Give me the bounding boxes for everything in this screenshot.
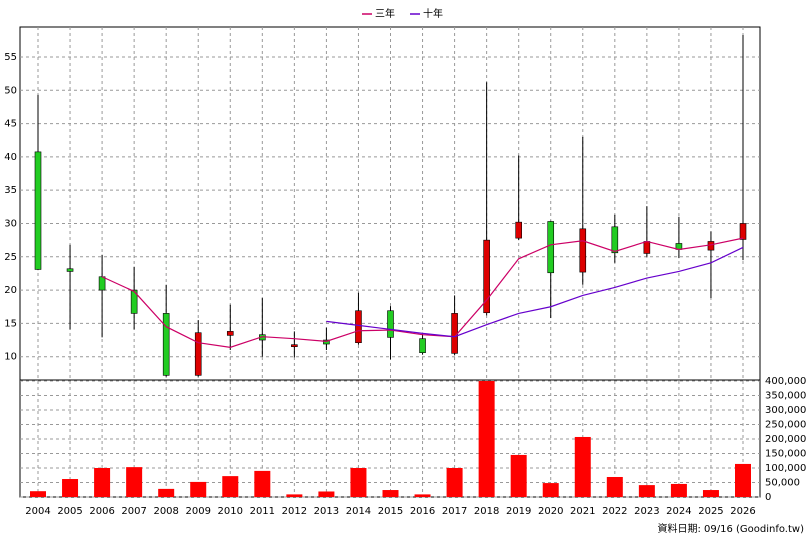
candle-body [419, 338, 426, 353]
volume-bar [222, 476, 239, 497]
volume-bar [606, 476, 623, 497]
x-tick-label: 2017 [442, 506, 467, 517]
y2-tick-label: 200,000 [765, 434, 806, 445]
candle-body [451, 313, 458, 354]
candle-body [291, 344, 298, 348]
y2-tick-label: 100,000 [765, 463, 806, 474]
x-tick-label: 2018 [474, 506, 499, 517]
volume-bar [638, 485, 655, 497]
volume-bar [478, 381, 495, 497]
candle-body [130, 289, 138, 314]
y-tick-label: 40 [4, 152, 17, 163]
y2-tick-label: 250,000 [765, 420, 806, 431]
volume-bar [574, 436, 591, 497]
y-tick-label: 50 [4, 85, 17, 96]
volume-bar [670, 483, 687, 497]
y2-tick-label: 0 [765, 492, 771, 503]
legend-label: 十年 [423, 7, 443, 20]
x-tick-label: 2020 [538, 506, 563, 517]
volume-bar [510, 454, 527, 497]
y-tick-label: 35 [4, 185, 17, 196]
x-tick-label: 2009 [186, 506, 211, 517]
candle-body [66, 268, 74, 272]
x-tick-label: 2006 [89, 506, 114, 517]
candle-body [226, 331, 234, 336]
x-tick-label: 2013 [314, 506, 339, 517]
volume-bar [702, 490, 719, 497]
volume-bar [414, 494, 431, 497]
candle-body [739, 223, 747, 240]
volume-bar [350, 468, 367, 497]
candle-body [355, 310, 362, 344]
x-tick-label: 2026 [730, 506, 755, 517]
footer: 資料日期: 09/16 (Goodinfo.tw) [657, 522, 804, 535]
volume-bar [30, 491, 46, 497]
x-tick-label: 2016 [410, 506, 435, 517]
volume-bar [286, 494, 303, 497]
candle-body [34, 151, 42, 270]
x-tick-label: 2019 [506, 506, 531, 517]
candle-body [483, 239, 490, 314]
x-tick-label: 2012 [282, 506, 307, 517]
candle-body [515, 221, 522, 239]
x-tick-label: 2010 [218, 506, 243, 517]
y2-tick-label: 150,000 [765, 449, 806, 460]
y2-tick-label: 50,000 [765, 478, 800, 489]
y-tick-label: 20 [4, 285, 17, 296]
x-tick-label: 2025 [698, 506, 723, 517]
y2-tick-label: 350,000 [765, 391, 806, 402]
candle-body [162, 313, 170, 376]
y-tick-label: 25 [4, 252, 17, 263]
candle-body [98, 276, 106, 291]
volume-bar [190, 481, 207, 497]
y-tick-label: 15 [4, 318, 17, 329]
x-tick-label: 2007 [121, 506, 146, 517]
candle-body [194, 332, 202, 376]
x-tick-label: 2008 [153, 506, 178, 517]
volume-bar [62, 479, 79, 497]
line-series [326, 246, 744, 338]
y-tick-label: 45 [4, 119, 17, 130]
x-tick-label: 2021 [570, 506, 595, 517]
candle-body [387, 310, 394, 338]
x-tick-label: 2014 [346, 506, 371, 517]
y-tick-label: 55 [4, 52, 17, 63]
x-tick-label: 2004 [25, 506, 50, 517]
volume-bar [126, 467, 143, 497]
volume-bar [382, 490, 399, 497]
volume-bar [446, 468, 463, 497]
candle-body [547, 221, 555, 274]
y-tick-label: 30 [4, 218, 17, 229]
x-tick-label: 2015 [378, 506, 403, 517]
x-tick-label: 2022 [602, 506, 627, 517]
line-series [101, 237, 744, 348]
y-tick-label: 10 [4, 352, 17, 363]
y2-tick-label: 300,000 [765, 405, 806, 416]
x-tick-label: 2005 [57, 506, 82, 517]
candle-body [323, 339, 330, 345]
volume-bar [542, 483, 559, 497]
x-tick-label: 2023 [634, 506, 659, 517]
y2-tick-label: 400,000 [765, 376, 806, 387]
volume-bar [735, 463, 751, 497]
volume-bar [254, 470, 271, 497]
x-tick-label: 2011 [250, 506, 275, 517]
volume-bar [94, 468, 111, 497]
x-tick-label: 2024 [666, 506, 691, 517]
volume-bar [158, 488, 175, 497]
volume-bar [318, 491, 335, 497]
candle-body [707, 241, 715, 251]
legend-label: 三年 [375, 7, 395, 20]
candle-body [643, 241, 651, 254]
candle-body [611, 226, 619, 254]
candle-body [579, 228, 587, 273]
